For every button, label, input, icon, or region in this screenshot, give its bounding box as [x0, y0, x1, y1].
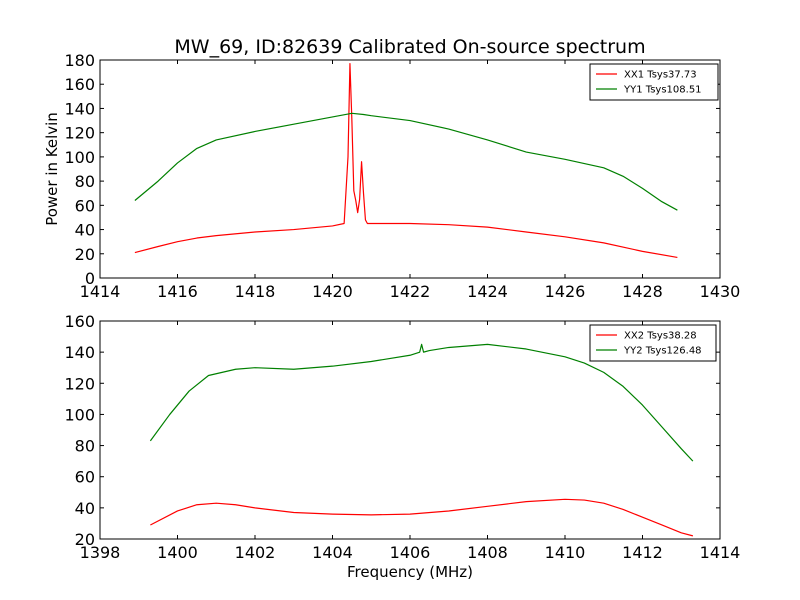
y-tick-label: 60 [75, 468, 95, 487]
y-tick-label: 140 [64, 343, 95, 362]
x-tick-label: 1406 [390, 543, 431, 562]
x-tick-label: 1430 [700, 282, 741, 301]
y-tick-label: 80 [75, 172, 95, 191]
legend-box [589, 324, 717, 362]
y-tick-label: 120 [64, 374, 95, 393]
x-tick-label: 1412 [622, 543, 663, 562]
top-spectrum-panel: 1414 1416 1418 1420 1422 1424 1426 1428 1430 0 20 4… [64, 51, 740, 301]
legend-box [589, 63, 719, 101]
x-tick-label: 1398 [80, 543, 121, 562]
x-tick-label: 1410 [545, 543, 586, 562]
x-tick-label: 1424 [467, 282, 508, 301]
figure-title: MW_69, ID:82639 Calibrated On-source spe… [174, 36, 645, 58]
y-tick-label: 40 [75, 499, 95, 518]
x-tick-label: 1422 [390, 282, 431, 301]
series-line-yy1 [134, 112, 678, 211]
x-tick-label: 1402 [235, 543, 276, 562]
y-tick-label: 20 [75, 245, 95, 264]
x-tick-label: 1428 [622, 282, 663, 301]
y-tick-label: 20 [75, 530, 95, 549]
y-tick-label: 100 [64, 148, 95, 167]
y-tick-label: 40 [75, 221, 95, 240]
y-tick-label: 140 [64, 99, 95, 118]
x-tick-label: 1414 [700, 543, 741, 562]
y-tick-label: 180 [64, 51, 95, 70]
x-tick-label: 1400 [157, 543, 198, 562]
series-line-xx2 [150, 498, 694, 537]
x-tick-label: 1414 [80, 282, 121, 301]
y-tick-label: 80 [75, 437, 95, 456]
y-tick-label: 0 [85, 269, 95, 288]
x-tick-label: 1408 [467, 543, 508, 562]
legend-label: YY1 Tsys108.51 [623, 85, 702, 96]
y-tick-label: 160 [64, 312, 95, 331]
y-tick-label: 100 [64, 405, 95, 424]
legend: XX1 Tsys37.73 YY1 Tsys108.51 [589, 63, 719, 101]
legend-label: YY2 Tsys126.48 [623, 346, 702, 357]
x-tick-label: 1418 [235, 282, 276, 301]
y-tick-label: 160 [64, 75, 95, 94]
x-tick-label: 1426 [545, 282, 586, 301]
x-tick-label: 1416 [157, 282, 198, 301]
legend: XX2 Tsys38.28 YY2 Tsys126.48 [589, 324, 717, 362]
y-tick-label: 60 [75, 196, 95, 215]
x-axis-label: Frequency (MHz) [347, 563, 473, 581]
bottom-spectrum-panel: 1398 1400 1402 1404 1406 1408 1410 1412 1414 20 40… [64, 312, 740, 562]
y-tick-label: 120 [64, 124, 95, 143]
x-tick-label: 1420 [312, 282, 353, 301]
series-line-xx1 [134, 63, 678, 259]
series-line-yy2 [149, 343, 694, 462]
x-tick-label: 1404 [312, 543, 353, 562]
y-axis-label: Power in Kelvin [43, 112, 61, 226]
legend-label: XX2 Tsys38.28 [624, 331, 697, 342]
legend-label: XX1 Tsys37.73 [624, 70, 697, 81]
